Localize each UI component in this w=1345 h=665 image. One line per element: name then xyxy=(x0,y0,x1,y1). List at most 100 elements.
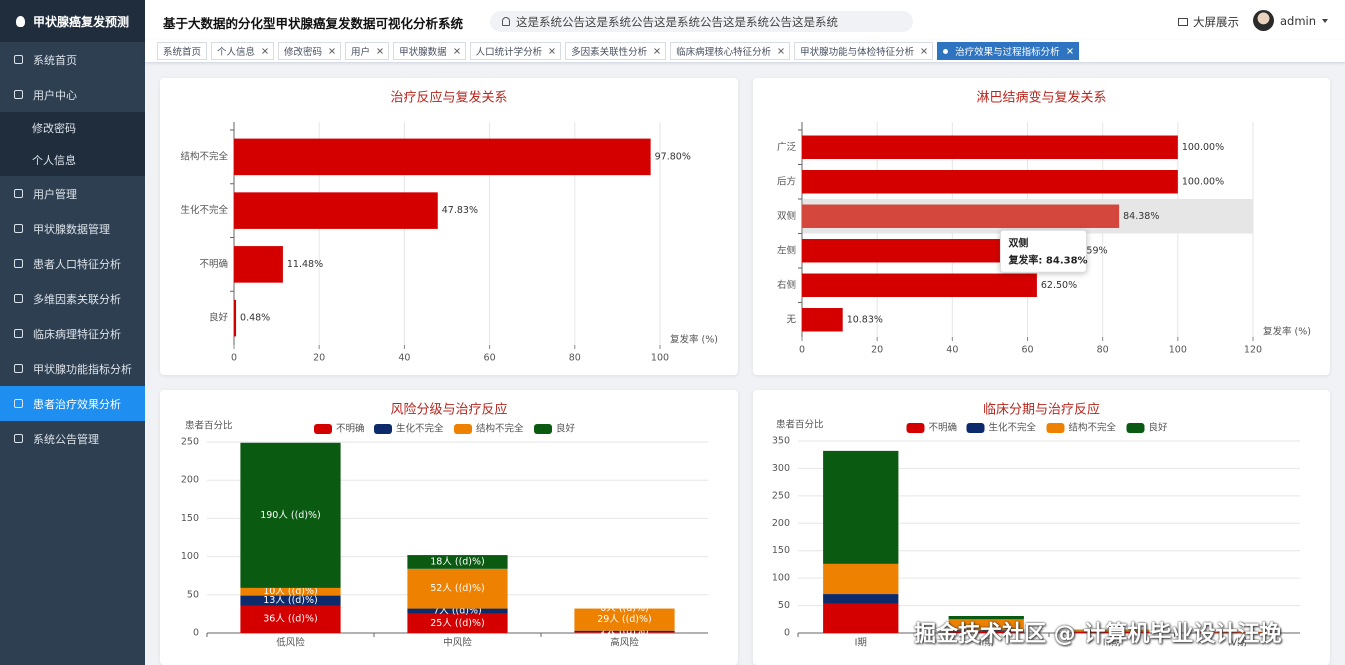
big-screen-button[interactable]: 大屏展示 xyxy=(1178,14,1239,30)
tab-label: 临床病理核心特征分析 xyxy=(676,47,772,58)
menu-label: 临床病理特征分析 xyxy=(33,327,121,341)
tab-close[interactable] xyxy=(1066,48,1073,54)
close-stroke xyxy=(654,48,660,54)
menu-label: 用户中心 xyxy=(33,88,77,102)
menu-item[interactable]: 甲状腺数据管理 xyxy=(0,211,145,246)
y-tick-label: 结构不完全 xyxy=(180,150,228,162)
menu-item[interactable]: 患者治疗效果分析 xyxy=(0,386,145,421)
close-stroke xyxy=(549,48,555,54)
tab-close[interactable] xyxy=(549,48,555,54)
logo-text: 甲状腺癌复发预测 xyxy=(33,14,130,29)
menu-label: 甲状腺功能指标分析 xyxy=(33,362,132,376)
tab-close[interactable] xyxy=(262,48,268,54)
caret xyxy=(1322,18,1329,23)
menu-icon xyxy=(14,189,23,198)
submenu-item[interactable]: 个人信息 xyxy=(0,144,145,176)
legend-swatch xyxy=(1126,423,1145,433)
x-tick-label: 60 xyxy=(1021,345,1033,356)
menu-label: 用户管理 xyxy=(33,187,77,201)
bar-segment xyxy=(240,595,341,606)
x-tick-label: 20 xyxy=(313,353,325,364)
menu-item[interactable]: 临床病理特征分析 xyxy=(0,316,145,351)
segment-label: 52人 ((d)%) xyxy=(430,583,485,594)
tab[interactable]: 人口统计学分析 xyxy=(469,42,562,60)
header: 基于大数据的分化型甲状腺癌复发数据可视化分析系统 这是系统公告这是系统公告这是系… xyxy=(145,0,1345,40)
menu-label: 患者人口特征分析 xyxy=(33,257,121,271)
tab-label: 修改密码 xyxy=(284,47,323,58)
chart-title: 风险分级与治疗反应 xyxy=(390,402,507,418)
watermark: 掘金技术社区 @ 计算机毕业设计汪挽 xyxy=(914,622,1282,647)
bar-segment xyxy=(823,603,899,633)
legend-label: 良好 xyxy=(556,423,576,435)
legend-label: 生化不完全 xyxy=(989,422,1037,434)
tab[interactable]: 治疗效果与过程指标分析 xyxy=(937,42,1079,60)
tab[interactable]: 个人信息 xyxy=(211,42,275,60)
menu-item[interactable]: 用户中心 xyxy=(0,77,145,112)
legend-swatch xyxy=(906,423,925,433)
menu-item[interactable]: 患者人口特征分析 xyxy=(0,246,145,281)
value-label: 70.59% xyxy=(1071,245,1107,256)
bar-segment xyxy=(407,568,508,609)
y-tick-label: 良好 xyxy=(209,312,229,324)
tab[interactable]: 甲状腺数据 xyxy=(393,42,466,60)
bar-segment xyxy=(574,632,675,633)
chart-card: 治疗反应与复发关系 0 20 40 60 80 100 复发率 (%) 结构不完全 97.80% 生… xyxy=(160,78,738,375)
menu-item[interactable]: 系统首页 xyxy=(0,42,145,77)
menu-label: 患者治疗效果分析 xyxy=(33,397,121,411)
menu-icon xyxy=(14,399,23,408)
tab[interactable]: 修改密码 xyxy=(278,42,342,60)
bar-segment xyxy=(407,613,508,633)
user-menu[interactable]: admin xyxy=(1253,10,1329,31)
chart-title: 淋巴结病变与复发关系 xyxy=(976,90,1106,106)
menu-item[interactable]: 多维因素关联分析 xyxy=(0,281,145,316)
x-tick-label: 40 xyxy=(946,345,958,356)
menu-item[interactable]: 系统公告管理 xyxy=(0,421,145,456)
tab-close[interactable] xyxy=(329,48,335,54)
x-axis-name: 复发率 (%) xyxy=(1263,326,1311,338)
tab-close[interactable] xyxy=(921,48,927,54)
notice-bar[interactable]: 这是系统公告这是系统公告这是系统公告这是系统公告这是系统 xyxy=(490,11,913,32)
segment-label: 7人 ((d)%) xyxy=(433,606,481,617)
chart: 临床分期与治疗反应 0 50 100 150 200 250 300 350 患者百分比 不明确 生化… xyxy=(772,402,1300,649)
chart-card: 临床分期与治疗反应 0 50 100 150 200 250 300 350 患者百分比 不明确 生化… xyxy=(753,390,1330,665)
x-tick-label: 40 xyxy=(398,353,410,364)
menu-icon xyxy=(14,55,23,64)
legend-swatch xyxy=(374,424,392,434)
tab[interactable]: 临床病理核心特征分析 xyxy=(670,42,791,60)
tab-close[interactable] xyxy=(778,48,784,54)
segment-label: 13人 ((d)%) xyxy=(263,595,318,606)
tab-close[interactable] xyxy=(453,48,460,54)
legend-swatch xyxy=(314,424,332,434)
bar-segment xyxy=(948,619,1024,631)
y-tick-label: 50 xyxy=(187,589,199,600)
tab-label: 甲状腺功能与体检特征分析 xyxy=(800,47,915,58)
y-tick-label: 200 xyxy=(772,518,790,529)
chart-card: 风险分级与治疗反应 0 50 100 150 200 250 患者百分比 不明确 生化不完全 结构不… xyxy=(160,390,738,665)
system-title: 基于大数据的分化型甲状腺癌复发数据可视化分析系统 xyxy=(163,16,464,31)
bar xyxy=(234,138,651,176)
segment-label: 1人 ((d)%) xyxy=(600,627,648,638)
tab[interactable]: 甲状腺功能与体检特征分析 xyxy=(794,42,934,60)
tab[interactable]: 多因素关联性分析 xyxy=(565,42,667,60)
notice-text: 这是系统公告这是系统公告这是系统公告这是系统公告这是系统 xyxy=(516,14,838,29)
bar xyxy=(802,273,1037,297)
x-tick-label: 20 xyxy=(871,345,883,356)
tab-label: 甲状腺数据 xyxy=(399,47,447,58)
bar-segment xyxy=(574,630,675,633)
menu-item[interactable]: 甲状腺功能指标分析 xyxy=(0,351,145,386)
tab[interactable]: 系统首页 xyxy=(157,42,208,60)
tab-close[interactable] xyxy=(377,48,383,54)
legend-swatch xyxy=(534,424,552,434)
close-stroke xyxy=(921,48,927,54)
x-tick-label: 0 xyxy=(231,353,237,364)
menu-item[interactable]: 用户管理 xyxy=(0,176,145,211)
tab-close[interactable] xyxy=(654,48,660,54)
tab[interactable]: 用户 xyxy=(345,42,390,60)
bar-segment xyxy=(1199,631,1275,633)
submenu-item[interactable]: 修改密码 xyxy=(0,112,145,144)
bell-icon xyxy=(502,17,510,26)
bar-segment xyxy=(574,608,675,631)
tab-label: 治疗效果与过程指标分析 xyxy=(955,47,1060,58)
active-dot xyxy=(943,48,949,54)
